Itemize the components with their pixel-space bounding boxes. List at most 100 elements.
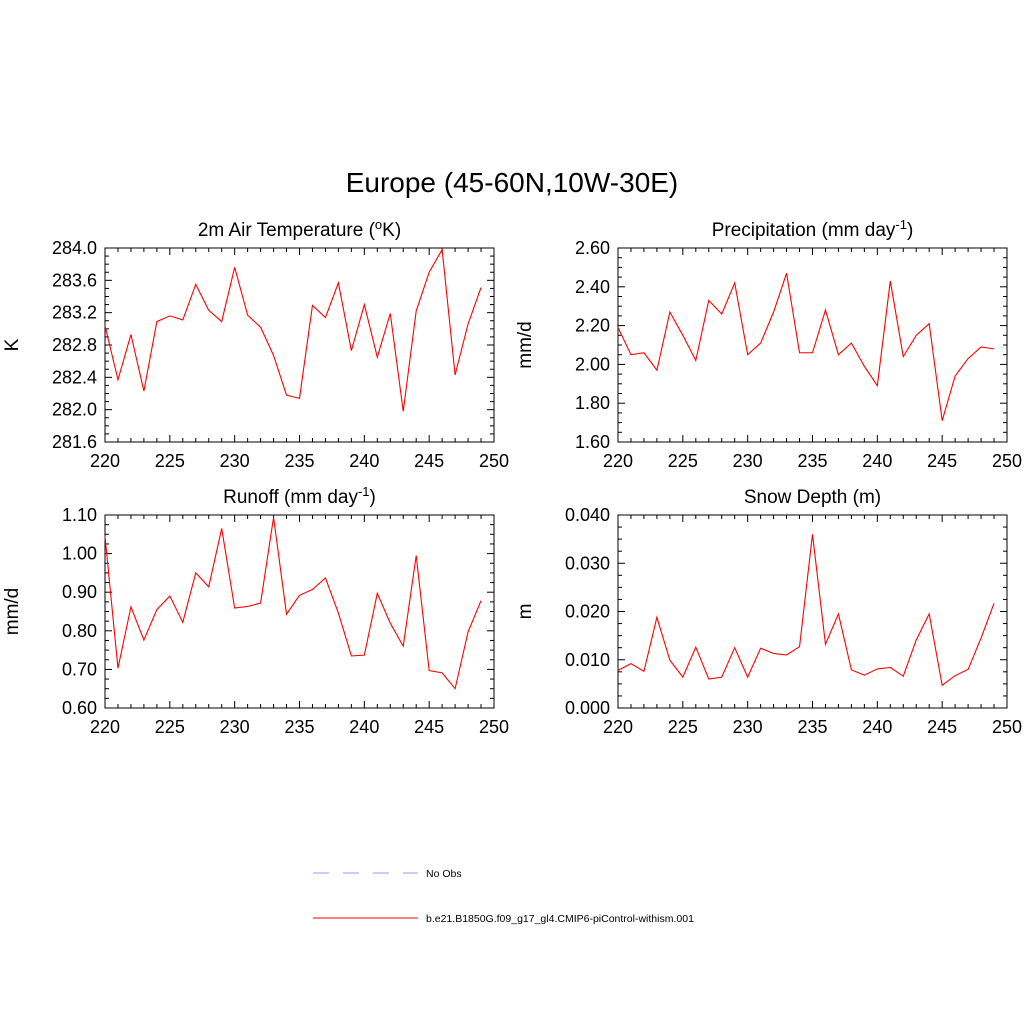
data-point	[825, 644, 826, 645]
data-point	[169, 315, 170, 316]
y-tick-label: 0.90	[62, 582, 97, 602]
data-point	[325, 577, 326, 578]
data-point	[325, 317, 326, 318]
panel-title: Runoff (mm day-1)	[223, 484, 376, 508]
data-point	[169, 595, 170, 596]
data-point	[156, 321, 157, 322]
y-tick-label: 0.010	[565, 650, 610, 670]
data-point	[416, 310, 417, 311]
data-point	[980, 637, 981, 638]
data-point	[221, 321, 222, 322]
y-axis-label: m	[515, 604, 536, 620]
data-point	[682, 335, 683, 336]
x-tick-label: 245	[927, 717, 957, 737]
data-point	[208, 310, 209, 311]
data-point	[286, 395, 287, 396]
data-point	[864, 675, 865, 676]
data-point	[903, 676, 904, 677]
data-point	[338, 612, 339, 613]
data-point	[695, 360, 696, 361]
data-point	[929, 613, 930, 614]
data-point	[903, 356, 904, 357]
data-point	[643, 352, 644, 353]
x-tick-label: 250	[479, 451, 509, 471]
y-tick-label: 0.70	[62, 659, 97, 679]
y-tick-label: 1.10	[62, 505, 97, 525]
data-point	[864, 366, 865, 367]
data-point	[916, 639, 917, 640]
data-point	[656, 370, 657, 371]
legend-item-2: b.e21.B1850G.f09_g17_gl4.CMIP6-piControl…	[313, 913, 694, 925]
legend-label: No Obs	[426, 868, 462, 880]
data-point	[890, 667, 891, 668]
data-point	[273, 517, 274, 518]
data-point	[617, 327, 618, 328]
y-tick-label: 282.0	[52, 400, 97, 420]
plot-frame	[617, 247, 1008, 443]
panel-title: Snow Depth (m)	[744, 487, 881, 508]
data-point	[630, 354, 631, 355]
data-point	[377, 593, 378, 594]
data-point	[955, 375, 956, 376]
plot-frame	[104, 514, 495, 709]
data-point	[221, 528, 222, 529]
y-tick-label: 0.60	[62, 698, 97, 718]
data-point	[299, 398, 300, 399]
data-point	[208, 586, 209, 587]
x-tick-label: 225	[668, 717, 698, 737]
x-tick-label: 250	[479, 717, 509, 737]
x-tick-label: 240	[862, 717, 892, 737]
data-point	[760, 648, 761, 649]
y-tick-label: 281.6	[52, 432, 97, 452]
panel-title: 2m Air Temperature (oK)	[198, 217, 401, 241]
x-tick-label: 220	[603, 717, 633, 737]
data-point	[442, 672, 443, 673]
data-point	[812, 352, 813, 353]
y-axis-label: K	[2, 338, 23, 351]
x-tick-label: 245	[414, 451, 444, 471]
x-tick-label: 240	[349, 451, 379, 471]
data-point	[825, 309, 826, 310]
x-tick-label: 235	[797, 717, 827, 737]
data-point	[312, 589, 313, 590]
data-point	[234, 267, 235, 268]
x-tick-label: 240	[862, 451, 892, 471]
data-point	[773, 311, 774, 312]
data-point	[455, 688, 456, 689]
data-point	[942, 685, 943, 686]
data-point	[955, 675, 956, 676]
data-point	[467, 631, 468, 632]
plot-frame	[617, 514, 1008, 709]
y-tick-label: 282.4	[52, 367, 97, 387]
x-tick-label: 245	[927, 451, 957, 471]
data-point	[669, 660, 670, 661]
data-point	[877, 668, 878, 669]
y-tick-label: 2.40	[575, 277, 610, 297]
data-point	[747, 677, 748, 678]
x-tick-label: 250	[992, 451, 1022, 471]
data-point	[273, 355, 274, 356]
data-point	[130, 606, 131, 607]
data-point	[364, 304, 365, 305]
figure-title: Europe (45-60N,10W-30E)	[346, 167, 679, 198]
data-point	[182, 622, 183, 623]
data-point	[968, 669, 969, 670]
x-tick-label: 225	[668, 451, 698, 471]
data-point	[260, 327, 261, 328]
data-point	[643, 671, 644, 672]
data-point	[617, 670, 618, 671]
y-tick-label: 1.60	[575, 432, 610, 452]
y-axis-label: mm/d	[515, 321, 536, 369]
legend: No Obs b.e21.B1850G.f09_g17_gl4.CMIP6-piC…	[313, 868, 694, 925]
data-point	[916, 335, 917, 336]
data-point	[786, 654, 787, 655]
data-point	[312, 305, 313, 306]
data-point	[286, 614, 287, 615]
data-point	[247, 314, 248, 315]
y-tick-label: 283.2	[52, 303, 97, 323]
data-point	[117, 668, 118, 669]
data-point	[467, 323, 468, 324]
data-point	[260, 602, 261, 603]
legend-label: b.e21.B1850G.f09_g17_gl4.CMIP6-piControl…	[426, 913, 694, 925]
